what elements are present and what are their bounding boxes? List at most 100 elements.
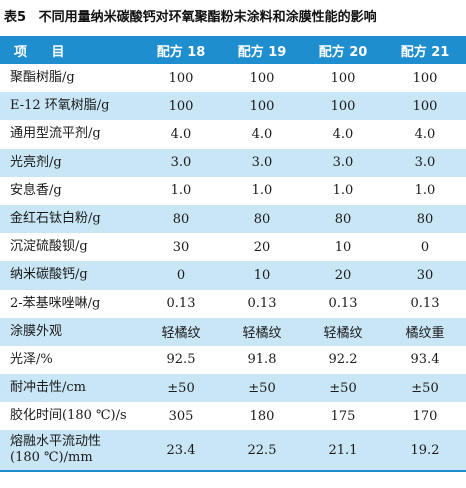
row-label: 安息香/g <box>10 182 62 198</box>
table-row: 通用型流平剂/g 4.0 4.0 4.0 4.0 <box>0 120 466 149</box>
table-caption: 表5 不同用量纳米碳酸钙对环氧聚酯粉末涂料和涂膜性能的影响 <box>4 3 377 33</box>
cell: 80 <box>416 211 434 227</box>
cell: 3.0 <box>170 155 192 171</box>
table-number: 表5 <box>4 10 27 25</box>
cell: 20 <box>253 239 271 255</box>
cell: 10 <box>334 239 352 255</box>
table-row: 涂膜外观 轻橘纹 轻橘纹 轻橘纹 橘纹重 <box>0 317 466 346</box>
row-label: 2-苯基咪唑啉/g <box>10 295 101 311</box>
row-label: 光亮剂/g <box>10 154 62 170</box>
row-label: 光泽/% <box>10 351 53 367</box>
row-label: E-12 环氧树脂/g <box>10 98 110 114</box>
cell: ±50 <box>411 380 439 396</box>
cell: 92.2 <box>328 352 358 368</box>
row-label-line: 熔融水平流动性 <box>10 434 102 450</box>
cell: 0.13 <box>328 296 358 312</box>
cell: 175 <box>330 408 356 424</box>
table-row: 熔融水平流动性 (180 ℃)/mm 23.4 22.5 21.1 19.2 <box>0 430 466 471</box>
cell: 0.13 <box>166 296 196 312</box>
cell: 轻橘纹 <box>323 326 363 342</box>
header-formula-20: 配方 20 <box>318 44 368 60</box>
cell: ±50 <box>329 380 357 396</box>
row-label: 沉淀硫酸钡/g <box>10 239 88 255</box>
cell: 305 <box>168 408 194 424</box>
cell: 4.0 <box>251 126 273 142</box>
table-row: 胶化时间(180 ℃)/s 305 180 175 170 <box>0 402 466 431</box>
table-title: 不同用量纳米碳酸钙对环氧聚酯粉末涂料和涂膜性能的影响 <box>38 10 377 25</box>
cell: 80 <box>172 211 190 227</box>
cell: 100 <box>330 70 356 86</box>
table-row: 沉淀硫酸钡/g 30 20 10 0 <box>0 233 466 262</box>
table-row: 聚酯树脂/g 100 100 100 100 <box>0 64 466 93</box>
table-row: 光泽/% 92.5 91.8 92.2 93.4 <box>0 345 466 375</box>
cell: 100 <box>412 70 438 86</box>
cell: 10 <box>253 267 271 283</box>
cell: 100 <box>249 98 275 114</box>
table-body: 聚酯树脂/g 100 100 100 100 E-12 环氧树脂/g 100 1… <box>0 64 466 471</box>
cell: 3.0 <box>332 155 354 171</box>
row-label: 通用型流平剂/g <box>10 126 101 142</box>
cell: 轻橘纹 <box>161 326 201 342</box>
data-table: 项 目 配方 18 配方 19 配方 20 配方 21 聚酯树脂/g 100 1… <box>0 36 466 471</box>
cell: 4.0 <box>170 126 192 142</box>
cell: 91.8 <box>247 352 277 368</box>
row-label: 涂膜外观 <box>10 323 63 339</box>
cell: 92.5 <box>166 352 196 368</box>
row-label: 纳米碳酸钙/g <box>10 267 88 283</box>
cell: 23.4 <box>166 442 196 458</box>
cell: 1.0 <box>170 183 192 199</box>
cell: 3.0 <box>251 155 273 171</box>
cell: 20 <box>334 267 352 283</box>
cell: 80 <box>253 211 271 227</box>
cell: 0 <box>176 267 186 283</box>
cell: 100 <box>168 70 194 86</box>
cell: 3.0 <box>414 155 436 171</box>
cell: 180 <box>249 408 275 424</box>
cell: 80 <box>334 211 352 227</box>
table-row: 2-苯基咪唑啉/g 0.13 0.13 0.13 0.13 <box>0 289 466 318</box>
row-label: 金红石钛白粉/g <box>10 211 101 227</box>
cell: 橘纹重 <box>405 326 445 342</box>
cell: 30 <box>416 267 434 283</box>
header-formula-19: 配方 19 <box>237 44 287 60</box>
cell: 22.5 <box>247 442 277 458</box>
table-row: 光亮剂/g 3.0 3.0 3.0 3.0 <box>0 148 466 177</box>
cell: ±50 <box>167 380 195 396</box>
table-row: 金红石钛白粉/g 80 80 80 80 <box>0 204 466 234</box>
cell: 170 <box>412 408 438 424</box>
cell: 轻橘纹 <box>242 326 282 342</box>
cell: 4.0 <box>332 126 354 142</box>
cell: 30 <box>172 239 190 255</box>
header-item: 项 目 <box>14 44 75 60</box>
header-row: 项 目 配方 18 配方 19 配方 20 配方 21 <box>0 36 466 64</box>
cell: 100 <box>249 70 275 86</box>
cell: 1.0 <box>251 183 273 199</box>
cell: 4.0 <box>414 126 436 142</box>
table-row: 纳米碳酸钙/g 0 10 20 30 <box>0 261 466 290</box>
cell: 93.4 <box>410 352 440 368</box>
header-formula-21: 配方 21 <box>400 44 450 60</box>
header-formula-18: 配方 18 <box>156 44 206 60</box>
bottom-rule <box>0 470 466 472</box>
cell: 100 <box>412 98 438 114</box>
cell: 100 <box>168 98 194 114</box>
table-row: 安息香/g 1.0 1.0 1.0 1.0 <box>0 176 466 205</box>
row-label: 胶化时间(180 ℃)/s <box>10 408 127 424</box>
cell: 0.13 <box>410 296 440 312</box>
row-label: 耐冲击性/cm <box>10 380 86 396</box>
row-label: 聚酯树脂/g <box>10 70 75 86</box>
cell: ±50 <box>248 380 276 396</box>
cell: 0.13 <box>247 296 277 312</box>
cell: 1.0 <box>332 183 354 199</box>
cell: 0 <box>420 239 430 255</box>
table-header: 项 目 配方 18 配方 19 配方 20 配方 21 <box>0 36 466 64</box>
table-row: E-12 环氧树脂/g 100 100 100 100 <box>0 92 466 121</box>
row-label-line: (180 ℃)/mm <box>10 450 93 466</box>
row-label: 熔融水平流动性 (180 ℃)/mm <box>0 430 140 470</box>
cell: 19.2 <box>410 442 440 458</box>
table-row: 耐冲击性/cm ±50 ±50 ±50 ±50 <box>0 374 466 403</box>
cell: 21.1 <box>328 442 358 458</box>
cell: 1.0 <box>414 183 436 199</box>
cell: 100 <box>330 98 356 114</box>
